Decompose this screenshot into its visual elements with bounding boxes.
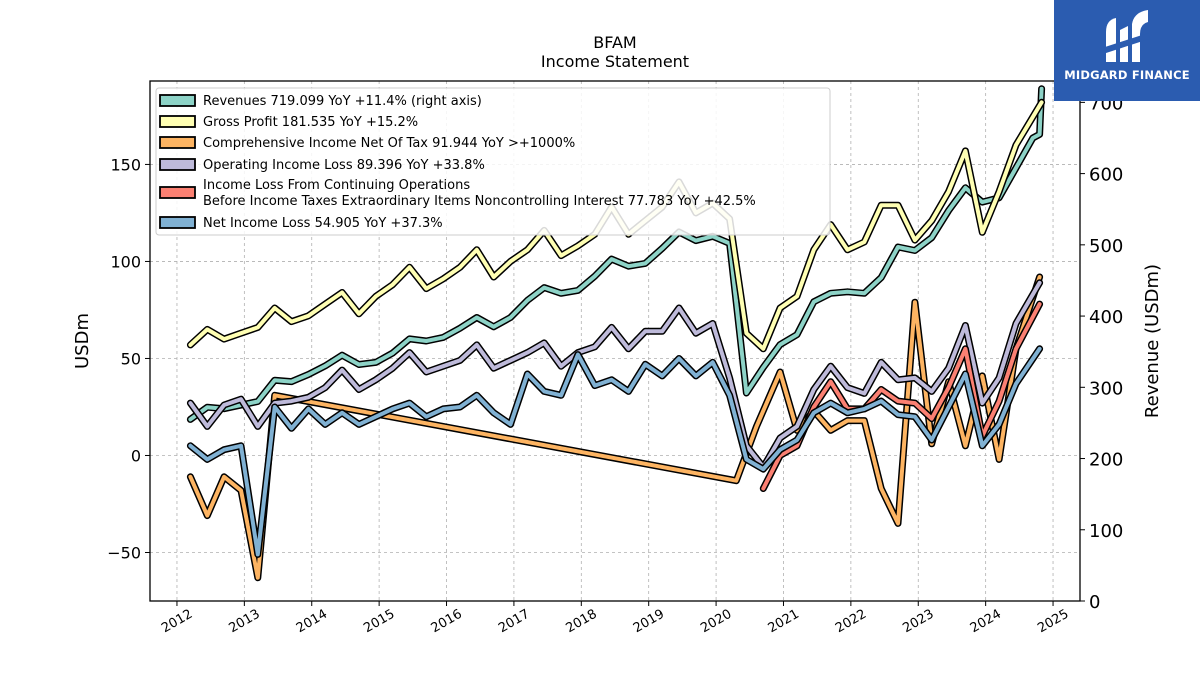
legend-label: Comprehensive Income Net Of Tax 91.944 Y… — [203, 136, 575, 151]
series-line — [188, 346, 1042, 557]
y-tick-label: 100 — [110, 252, 141, 271]
series-line — [188, 275, 1042, 580]
x-tick-label: 2021 — [766, 607, 802, 637]
x-tick-label: 2022 — [833, 607, 869, 637]
x-tick-label: 2025 — [1035, 607, 1071, 637]
brand-name: MIDGARD FINANCE — [1064, 68, 1190, 82]
y-axis-label: USDm — [72, 313, 93, 369]
right-y-tick-label: 100 — [1089, 521, 1123, 542]
y-tick-label: 150 — [110, 155, 141, 174]
series-4 — [186, 279, 1044, 471]
x-tick-label: 2013 — [227, 607, 263, 637]
y-tick-label: 50 — [121, 349, 141, 368]
right-y-tick-label: 600 — [1089, 165, 1123, 186]
y-tick-label: −50 — [107, 543, 141, 562]
x-tick-label: 2019 — [631, 607, 667, 637]
series-3 — [186, 273, 1044, 582]
x-tick-label: 2017 — [496, 607, 532, 637]
series-line — [188, 86, 1044, 422]
brand-mark-icon — [1104, 10, 1150, 62]
series-6 — [186, 345, 1044, 558]
y-tick-label: 0 — [131, 446, 141, 465]
chart-subtitle: Income Statement — [540, 52, 690, 71]
right-y-axis-label: Revenue (USDm) — [1142, 264, 1163, 418]
legend-swatch — [159, 158, 196, 171]
x-axis: 2012 2013 2014 2015 2016 2017 2018 2019 2020 2021… — [159, 601, 1071, 636]
legend-swatch — [159, 136, 196, 149]
x-tick-label: 2024 — [968, 607, 1004, 637]
legend-swatch — [159, 216, 196, 229]
chart-title: BFAM — [593, 33, 637, 52]
right-y-tick-label: 300 — [1089, 378, 1123, 399]
legend-swatch — [159, 94, 196, 107]
legend-box — [155, 87, 831, 236]
legend-label: Net Income Loss 54.905 YoY +37.3% — [203, 216, 443, 231]
legend-label: Gross Profit 181.535 YoY +15.2% — [203, 115, 418, 130]
x-tick-label: 2012 — [159, 607, 195, 637]
right-y-tick-label: 400 — [1089, 307, 1123, 328]
right-y-tick-label: 0 — [1089, 592, 1100, 613]
x-tick-label: 2016 — [429, 607, 465, 637]
legend-label: Before Income Taxes Extraordinary Items … — [203, 194, 756, 209]
x-tick-label: 2014 — [294, 607, 330, 637]
legend-label: Revenues 719.099 YoY +11.4% (right axis) — [203, 94, 482, 109]
right-y-tick-label: 500 — [1089, 236, 1123, 257]
x-tick-label: 2018 — [563, 607, 599, 637]
x-tick-label: 2020 — [698, 607, 734, 637]
legend-swatch — [159, 115, 196, 128]
legend: Revenues 719.099 YoY +11.4% (right axis)… — [155, 87, 831, 236]
right-y-tick-label: 200 — [1089, 450, 1123, 471]
plot-frame — [149, 80, 1081, 602]
x-tick-label: 2023 — [900, 607, 936, 637]
left-axis: −50 0 50 100 150 — [107, 155, 150, 562]
brand-logo: MIDGARD FINANCE — [1054, 0, 1200, 101]
legend-swatch — [159, 186, 196, 199]
series-1 — [186, 85, 1046, 423]
series-line — [188, 280, 1042, 470]
x-tick-label: 2015 — [361, 607, 397, 637]
legend-label: Income Loss From Continuing Operations — [203, 178, 470, 193]
legend-label: Operating Income Loss 89.396 YoY +33.8% — [203, 158, 485, 173]
